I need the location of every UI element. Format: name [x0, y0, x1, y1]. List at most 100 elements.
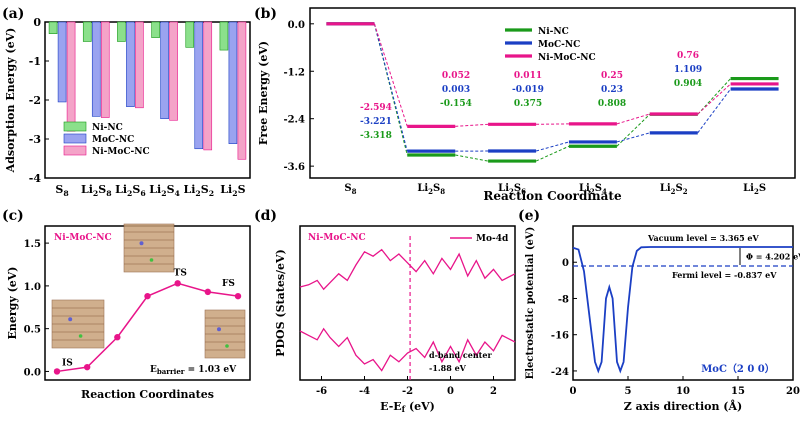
- bar-moc-nc: [91, 21, 101, 117]
- xtick-label-b: Li2S8: [417, 183, 445, 196]
- ylabel-d: PDOS (States/eV): [274, 249, 287, 357]
- legend-label-b: Ni-MoC-NC: [538, 53, 596, 63]
- xtick-label-b: Li2S: [743, 183, 766, 196]
- bar-ni-nc: [151, 21, 160, 38]
- work-function-label: Φ = 4.202 eV: [746, 252, 800, 262]
- xtick-label-d: 0: [447, 386, 454, 397]
- title-d: Ni-MoC-NC: [308, 233, 366, 243]
- bar-ni-moc-nc: [100, 21, 110, 118]
- atom-li: [149, 258, 154, 262]
- energy-label: -0.154: [440, 99, 472, 109]
- legend-swatch-a: [63, 121, 87, 132]
- bar-ni-nc: [48, 21, 58, 34]
- bar-ni-moc-nc: [203, 21, 213, 151]
- xtick-label-d: -2: [402, 386, 413, 397]
- energy-point-c: [114, 334, 121, 341]
- xlabel-e: Z axis direction (Å): [624, 399, 742, 413]
- xtick-label-a: Li2S2: [183, 183, 214, 198]
- xtick-label-e: 5: [625, 386, 632, 397]
- atom-mo: [68, 317, 73, 322]
- xtick-label-e: 15: [731, 386, 745, 397]
- connector-ni-moc-nc: [697, 83, 731, 115]
- bar-ni-nc: [117, 21, 126, 42]
- energy-label: 0.76: [677, 51, 699, 61]
- panel-b-chart: 0.0 -1.2 -2.4 -3.6 Free Energy (eV) Reaction …: [257, 7, 796, 203]
- legend-label-d: Mo-4d: [476, 234, 509, 244]
- panel-d-chart: -6 -4 -2 0 2 PDOS (States/eV) E-Ef (eV) d-band …: [274, 225, 516, 414]
- panel-label-c: (c): [2, 208, 24, 224]
- ytick-label-a: -2: [29, 94, 41, 107]
- energy-point-c: [83, 363, 91, 371]
- xlabel-b: Reaction Coordinate: [483, 189, 622, 203]
- energy-label: 0.808: [598, 99, 626, 109]
- connector-moc-nc: [535, 141, 570, 152]
- energy-label: 0.052: [442, 71, 470, 81]
- ytick-label-b: -2.4: [283, 115, 305, 126]
- panel-label-e: (e): [518, 208, 540, 224]
- connector-ni-nc: [535, 145, 570, 162]
- bar-ni-moc-nc: [135, 21, 144, 109]
- energy-label: 0.23: [601, 85, 623, 95]
- xlabel-d: E-Ef (eV): [380, 400, 435, 414]
- bar-moc-nc: [228, 21, 238, 144]
- legend-label-a: Ni-NC: [92, 123, 123, 133]
- ytick-label-c: 1.0: [24, 282, 41, 293]
- bar-moc-nc: [160, 21, 169, 120]
- xtick-label-e: 10: [676, 386, 690, 397]
- energy-point-c: [144, 292, 151, 300]
- label-fs: FS: [222, 279, 235, 289]
- xtick-label-e: 0: [570, 386, 577, 397]
- pdos-up: [299, 248, 516, 291]
- potential-curve: [572, 246, 794, 374]
- ytick-label-c: 0.5: [24, 325, 41, 336]
- bar-ni-nc: [82, 21, 92, 42]
- connector-ni-moc-nc: [455, 123, 489, 127]
- xtick-label-b: Li2S6: [498, 183, 526, 196]
- xtick-label-a: Li2S8: [81, 183, 112, 198]
- dband-label: d-band center: [429, 350, 492, 360]
- ylabel-e: Electrostatic potential (eV): [525, 227, 536, 380]
- ytick-label-e: 0: [562, 258, 569, 269]
- panel-label-a: (a): [2, 6, 24, 22]
- energy-label: 1.109: [674, 65, 702, 75]
- ytick-label-a: -4: [29, 172, 42, 185]
- pdos-down: [299, 327, 516, 372]
- vacuum-label: Vacuum level = 3.365 eV: [647, 233, 760, 243]
- panel-label-b: (b): [254, 6, 277, 22]
- energy-point-c: [204, 288, 212, 296]
- legend-label-a: MoC-NC: [92, 135, 134, 145]
- bar-ni-moc-nc: [66, 21, 76, 132]
- xtick-label-b: S8: [344, 183, 356, 196]
- xlabel-c: Reaction Coordinates: [81, 388, 214, 401]
- ytick-label-b: -3.6: [283, 162, 305, 173]
- energy-point-c: [234, 292, 242, 300]
- ytick-label-e: -24: [551, 367, 569, 378]
- bar-moc-nc: [194, 21, 204, 150]
- energy-label: -0.019: [512, 85, 544, 95]
- xtick-label-a: S8: [55, 183, 68, 198]
- legend-label-a: Ni-MoC-NC: [92, 147, 150, 157]
- connector-moc-nc: [697, 88, 731, 134]
- title-e: MoC（2 0 0）: [701, 362, 775, 375]
- energy-label: -2.594: [360, 103, 392, 113]
- energy-label: 0.011: [514, 71, 542, 81]
- legend-swatch-a: [63, 133, 87, 144]
- plot-frame-b: [309, 7, 796, 179]
- xtick-label-e: 20: [786, 386, 800, 397]
- connector-ni-nc: [697, 78, 731, 115]
- legend-swatch-a: [63, 145, 87, 156]
- bar-ni-moc-nc: [237, 21, 247, 160]
- panel-c-chart: 0.0 0.5 1.0 1.5 Energy (eV) Reaction Coordina…: [6, 223, 251, 401]
- atom-li: [225, 344, 229, 348]
- atom-mo: [217, 327, 221, 332]
- connector-moc-nc: [616, 132, 650, 143]
- legend-label-b: Ni-NC: [538, 27, 569, 37]
- bar-ni-nc: [185, 21, 195, 48]
- xtick-label-d: -4: [359, 386, 370, 397]
- xtick-label-d: 2: [490, 386, 497, 397]
- atom-li: [78, 334, 83, 338]
- xtick-label-b: Li2S4: [579, 183, 607, 196]
- ytick-label-e: -8: [558, 294, 569, 305]
